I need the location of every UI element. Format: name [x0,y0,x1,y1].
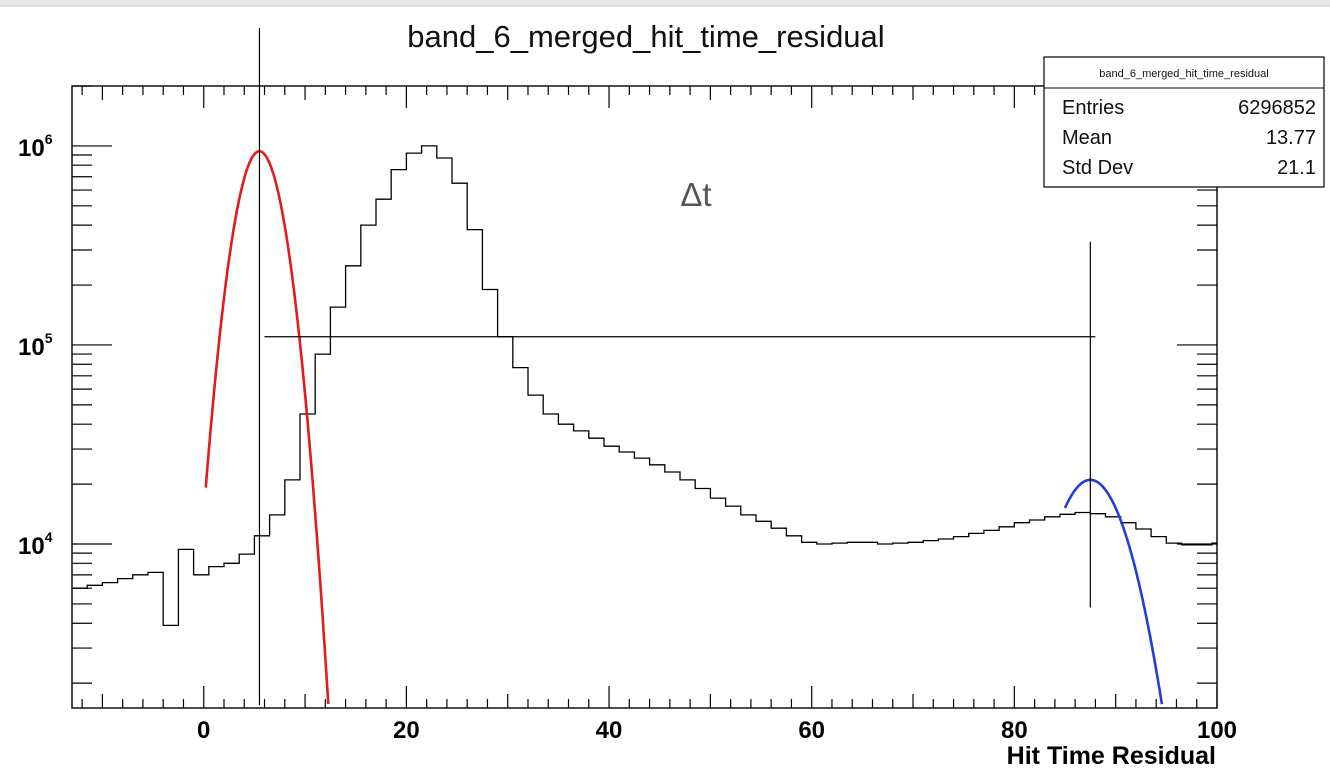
x-tick-label: 60 [798,717,825,744]
window-top-edge [0,0,1330,6]
y-tick-label-exponent: 6 [45,131,53,147]
y-tick-label-base: 10 [18,533,45,560]
x-axis-label: Hit Time Residual [1007,742,1216,770]
stats-box-title: band_6_merged_hit_time_residual [1099,68,1268,80]
x-tick-label: 20 [393,717,420,744]
x-tick-label: 80 [1001,717,1028,744]
stats-box-frame [1043,56,1325,188]
marker-lines [258,28,1096,706]
x-tick-label: 40 [596,717,623,744]
y-tick-label-base: 10 [18,334,45,361]
x-tick-label: 0 [197,717,210,744]
stats-mean-label: Mean [1062,127,1112,149]
y-tick-label-exponent: 5 [45,330,53,346]
x-tick-label: 100 [1197,717,1237,744]
histogram-outline [72,145,1217,627]
stats-mean-value: 13.77 [1266,127,1316,149]
chart-title: band_6_merged_hit_time_residual [407,19,884,54]
fit-curve-prompt-peak [204,150,330,704]
histogram-bars [72,145,1217,627]
stats-entries-label: Entries [1062,97,1124,119]
y-tick-label-base: 10 [18,135,45,162]
fit-curve-late-peak [1063,478,1164,705]
y-tick-label: 104 [18,529,53,560]
y-tick-label: 106 [18,131,53,162]
stats-entries-value: 6296852 [1238,97,1316,119]
fit-curves [204,150,1164,705]
stats-stddev-label: Std Dev [1062,157,1133,179]
y-tick-label: 105 [18,330,53,361]
delta-t-annotation: Δt [680,176,711,213]
stats-stddev-value: 21.1 [1277,157,1316,179]
stats-box: band_6_merged_hit_time_residual Entries … [1043,56,1325,188]
plot-frame [71,85,1218,709]
y-tick-label-exponent: 4 [45,529,53,545]
x-axis-ticks: 0 20 40 60 80 100 [81,86,1237,744]
